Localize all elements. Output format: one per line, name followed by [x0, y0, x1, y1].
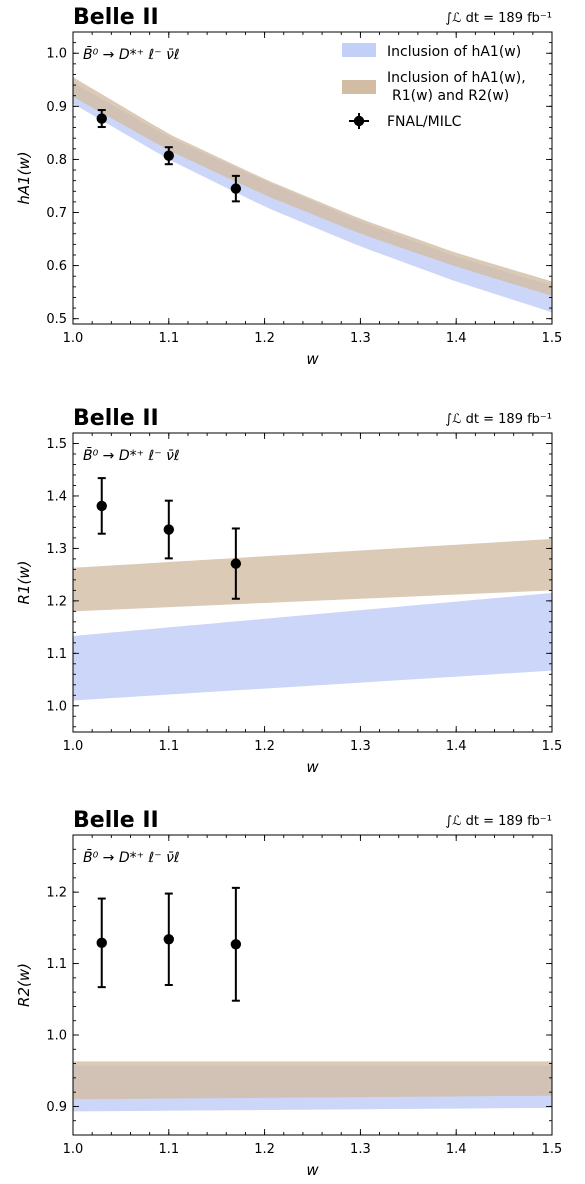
- x-tick-label: 1.0: [63, 1142, 84, 1157]
- x-tick-label: 1.4: [446, 1142, 467, 1157]
- x-tick-label: 1.5: [542, 1142, 563, 1157]
- decay-process-label: B̄⁰ → D*⁺ ℓ⁻ ν̄ℓ: [83, 848, 180, 866]
- x-tick-label: 1.1: [158, 1142, 179, 1157]
- x-tick-label: 1.1: [158, 739, 179, 754]
- chart-panel-1: 1.0 1.1 1.2 1.3 1.4 1.5 0.5 0.6 0.7 0.8 0.9 1.0 w hA1…: [15, 5, 562, 368]
- chart-panel-2: 1.0 1.1 1.2 1.3 1.4 1.5 1.0 1.1 1.2 1.3 1.4 1.5 w R1(…: [15, 406, 562, 776]
- fnal-milc-point: [230, 886, 242, 1002]
- band-all-form-factors: [73, 538, 552, 612]
- experiment-title: Belle II: [73, 808, 159, 833]
- x-tick-label: 1.5: [542, 331, 563, 346]
- y-tick-label: 1.3: [46, 542, 67, 557]
- axes-frame: [72, 834, 553, 1136]
- x-axis-label: w: [306, 758, 319, 776]
- fnal-milc-point: [230, 174, 242, 203]
- y-tick-label: 1.4: [46, 489, 67, 504]
- experiment-title: Belle II: [73, 5, 159, 30]
- x-tick-label: 1.2: [254, 739, 275, 754]
- fnal-milc-point: [96, 477, 107, 535]
- x-tick-label: 1.5: [542, 739, 563, 754]
- y-tick-label: 1.0: [46, 47, 67, 62]
- y-tick-label: 0.5: [46, 312, 67, 327]
- y-tick-label: 1.2: [46, 886, 67, 901]
- x-tick-label: 1.1: [158, 331, 179, 346]
- y-tick-label: 1.2: [46, 594, 67, 609]
- x-tick-label: 1.3: [350, 739, 371, 754]
- fnal-milc-point: [163, 146, 174, 166]
- x-tick-label: 1.3: [350, 1142, 371, 1157]
- y-tick-label: 0.7: [46, 206, 67, 221]
- fnal-milc-point: [96, 109, 107, 129]
- experiment-title: Belle II: [73, 406, 159, 431]
- band-ha1-only: [73, 82, 552, 313]
- y-tick-label: 1.0: [46, 1029, 67, 1044]
- x-tick-label: 1.4: [446, 331, 467, 346]
- legend-label-all: Inclusion of hA1(w), R1(w) and R2(w): [387, 70, 526, 104]
- y-axis-label: hA1(w): [15, 151, 33, 204]
- x-tick-label: 1.0: [63, 331, 84, 346]
- band-all-form-factors: [73, 1061, 552, 1100]
- legend-marker-fnal-milc: [349, 113, 369, 129]
- y-tick-label: 1.1: [46, 647, 67, 662]
- plot-area: [73, 1061, 552, 1112]
- legend-swatch-ha1: [342, 43, 376, 57]
- decay-process-label: B̄⁰ → D*⁺ ℓ⁻ ν̄ℓ: [83, 446, 180, 464]
- y-tick-label: 0.6: [46, 259, 67, 274]
- x-tick-label: 1.3: [350, 331, 371, 346]
- band-ha1-only: [73, 592, 552, 701]
- axes-frame: [72, 31, 553, 325]
- x-axis-label: w: [306, 1161, 319, 1179]
- x-tick-label: 1.4: [446, 739, 467, 754]
- y-axis-label: R2(w): [15, 963, 33, 1007]
- axes-frame: [72, 432, 553, 733]
- luminosity-label: ∫ℒ dt = 189 fb⁻¹: [445, 412, 552, 427]
- luminosity-label: ∫ℒ dt = 189 fb⁻¹: [445, 11, 552, 26]
- plot-area: [73, 538, 552, 701]
- legend-label-ha1: Inclusion of hA1(w): [387, 44, 521, 60]
- fnal-milc-point: [163, 892, 174, 986]
- band-all-form-factors: [73, 77, 552, 296]
- decay-process-label: B̄⁰ → D*⁺ ℓ⁻ ν̄ℓ: [83, 45, 180, 63]
- y-axis-label: R1(w): [15, 561, 33, 605]
- y-tick-label: 1.1: [46, 957, 67, 972]
- luminosity-label: ∫ℒ dt = 189 fb⁻¹: [445, 814, 552, 829]
- x-axis-label: w: [306, 350, 319, 368]
- y-tick-label: 0.8: [46, 153, 67, 168]
- y-tick-label: 1.0: [46, 699, 67, 714]
- y-tick-label: 0.9: [46, 1100, 67, 1115]
- plot-area: [73, 77, 552, 313]
- fnal-milc-point: [230, 527, 242, 600]
- legend-label-fnal-milc: FNAL/MILC: [387, 114, 462, 130]
- legend-swatch-all: [342, 80, 376, 94]
- x-tick-label: 1.2: [254, 331, 275, 346]
- chart-panel-3: 1.0 1.1 1.2 1.3 1.4 1.5 0.9 1.0 1.1 1.2 w R2(w) Bell…: [15, 808, 562, 1179]
- y-tick-label: 0.9: [46, 100, 67, 115]
- y-tick-label: 1.5: [46, 437, 67, 452]
- fnal-milc-point: [96, 897, 107, 989]
- fnal-milc-point: [163, 499, 174, 560]
- x-tick-label: 1.0: [63, 739, 84, 754]
- legend: Inclusion of hA1(w) Inclusion of hA1(w), R…: [342, 43, 526, 130]
- x-tick-label: 1.2: [254, 1142, 275, 1157]
